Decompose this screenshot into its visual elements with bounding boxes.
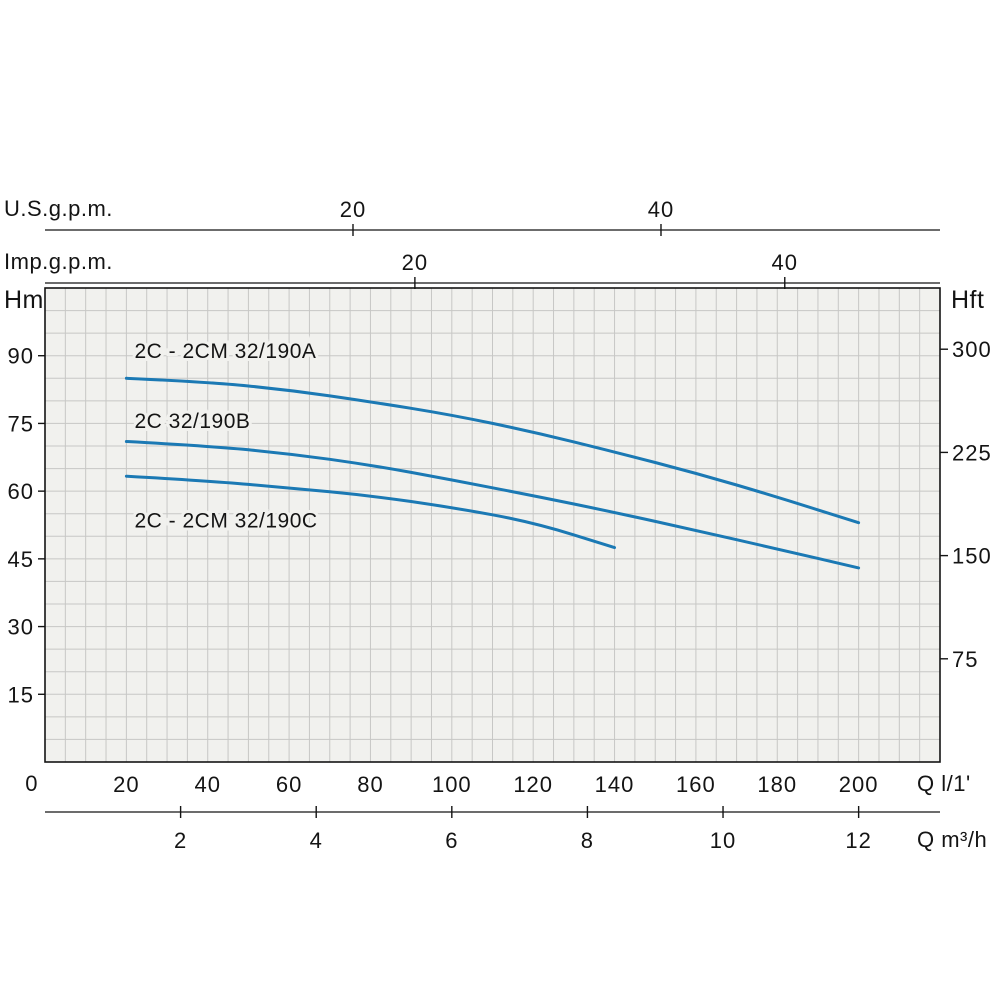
flow-l-min-tick-label: 140 [595,772,635,797]
us-gpm-tick-label: 20 [340,197,366,222]
head-ft-tick-label: 225 [952,440,992,465]
flow-l-min-tick-label: 200 [839,772,879,797]
us-gpm-axis-label: U.S.g.p.m. [4,196,113,221]
flow-m3-h-tick-label: 10 [710,828,736,853]
flow-l-min-tick-label: 60 [276,772,302,797]
head-ft-tick-label: 75 [952,647,978,672]
head-m-tick-label: 45 [8,547,34,572]
curve-label-3: 2C - 2CM 32/190C [135,509,318,532]
pump-curve-1 [124,376,861,525]
head-m-tick-label: 75 [8,411,34,436]
head-m-tick-label: 60 [8,479,34,504]
flow-m3-h-axis-label: Q m³/h [917,827,988,852]
flow-l-min-tick-label: 120 [513,772,553,797]
imp-gpm-tick-label: 20 [402,250,428,275]
imp-gpm-axis-label: Imp.g.p.m. [4,249,113,274]
curve-label-1: 2C - 2CM 32/190A [135,340,317,363]
flow-m3-h-tick-label: 6 [445,828,458,853]
head-ft-tick-label: 150 [952,544,992,569]
flow-m3-h-tick-label: 4 [310,828,323,853]
head-m-tick-label: 30 [8,615,34,640]
flow-l-min-tick-label: 180 [757,772,797,797]
imp-gpm-tick-label: 40 [772,250,798,275]
head-ft-axis-label: Hft [951,286,985,314]
flow-m3-h-tick-label: 2 [174,828,187,853]
flow-l-min-tick-label: 20 [113,772,139,797]
flow-m3-h-tick-label: 12 [845,828,871,853]
pump-curve-3 [124,474,616,550]
head-m-tick-label: 90 [8,344,34,369]
head-m-axis-label: Hm [4,286,44,314]
flow-l-min-tick-label: 160 [676,772,716,797]
flow-m3-h-tick-label: 8 [581,828,594,853]
flow-l-min-tick-label: 40 [194,772,220,797]
flow-l-min-tick-label: 100 [432,772,472,797]
head-ft-tick-label: 300 [952,337,992,362]
pump-curve-2 [124,440,861,570]
us-gpm-tick-label: 40 [648,197,674,222]
head-m-tick-label: 15 [8,682,34,707]
flow-l-min-tick-label: 80 [357,772,383,797]
origin-tick-label: 0 [25,771,38,796]
flow-l-min-axis-label: Q l/1' [917,771,971,796]
curve-label-2: 2C 32/190B [135,410,251,433]
plot-border [44,287,941,763]
